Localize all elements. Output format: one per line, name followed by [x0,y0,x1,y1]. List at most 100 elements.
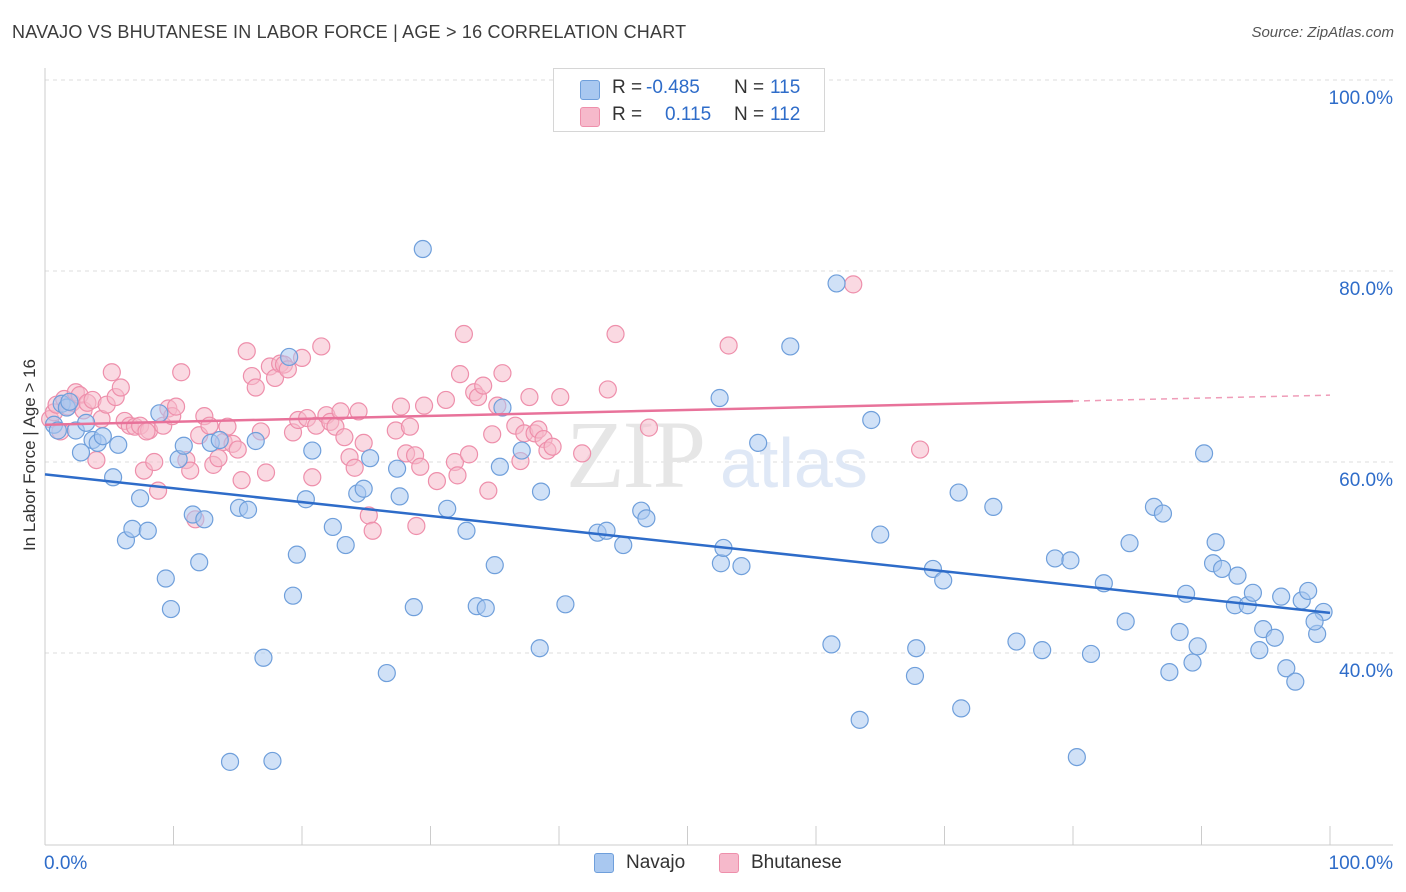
bhutanese-point [407,516,426,536]
navajo-point [377,663,396,683]
y-tick-label: 60.0% [1339,470,1393,491]
navajo-point [404,598,423,617]
navajo-point [280,347,299,367]
navajo-point [296,490,315,509]
navajo-point [530,639,549,658]
navajo-point [512,441,531,460]
bhutanese-r-value: 0.115 [665,104,712,125]
navajo-point [283,586,303,605]
bhutanese-point [598,380,617,399]
navajo-point [1160,662,1179,682]
bhutanese-n-label: N = [734,104,765,125]
tick-labels: 100.0% 80.0% 60.0% 40.0% 0.0% 100.0% [44,88,1393,874]
bhutanese-trend-line [44,399,1074,427]
chart-title: NAVAJO VS BHUTANESE IN LABOR FORCE | AGE… [12,22,687,42]
navajo-point [493,398,512,417]
bhutanese-point [427,472,447,491]
navajo-point [190,553,209,572]
navajo-point [161,599,181,619]
bhutanese-point [414,396,434,415]
axis-layer [44,68,1393,846]
navajo-point [827,274,846,293]
bhutanese-point [454,324,474,344]
navajo-point [1299,581,1318,601]
bhutanese-r-label: R = [612,104,643,125]
navajo-point [287,545,306,564]
bhutanese-point [232,471,251,490]
navajo-point [1286,672,1305,691]
bhutanese-points [41,275,930,540]
navajo-point [220,752,240,771]
navajo-point [710,388,729,408]
bhutanese-point [312,337,331,356]
x-tick-label-right: 100.0% [1329,853,1394,874]
navajo-point [1243,583,1263,602]
bhutanese-point [719,336,738,355]
bhutanese-point [448,466,467,485]
bhutanese-point [349,402,368,421]
y-tick-label: 100.0% [1329,88,1394,109]
legend-row-navajo: R = -0.485 N = 115 [554,75,824,101]
navajo-point [71,443,91,462]
stats-legend: R = -0.485 N = 115 R = 0.115 N = 112 [553,68,825,132]
navajo-point [413,239,432,259]
bhutanese-point [363,521,382,540]
navajo-point [254,648,273,667]
navajo-point [156,569,175,588]
bhutanese-point [459,445,479,464]
navajo-point [1188,637,1207,656]
navajo-point [490,457,509,476]
bhutanese-point [87,450,106,470]
navajo-point [1045,549,1065,568]
bhutanese-point [145,452,164,472]
navajo-swatch [580,80,600,100]
navajo-point [862,410,881,430]
bhutanese-point [483,425,502,444]
navajo-n-value: 115 [770,77,801,98]
bottom-legend-navajo-swatch [594,853,614,873]
bhutanese-point [910,440,930,459]
navajo-point [210,430,229,450]
navajo-r-label: R = [612,77,643,98]
navajo-point [749,433,768,452]
navajo-point [1272,587,1291,606]
bhutanese-point [218,417,237,436]
navajo-point [93,427,112,446]
navajo-point [336,535,355,555]
legend-row-bhutanese: R = 0.115 N = 112 [554,102,824,128]
navajo-point [109,435,128,454]
navajo-point [60,392,79,411]
navajo-point [1081,644,1101,664]
navajo-point [195,510,214,529]
navajo-point [361,449,380,468]
bhutanese-point [474,376,493,395]
navajo-point [1176,584,1196,603]
navajo-point [1061,551,1080,570]
bhutanese-point [335,428,354,447]
navajo-point [263,751,282,771]
bhutanese-point [102,363,121,382]
navajo-r-value: -0.485 [646,77,700,98]
navajo-point [1277,659,1296,678]
watermark: ZIP atlas [566,401,868,508]
y-tick-label: 40.0% [1339,661,1393,682]
bhutanese-point [172,363,191,382]
navajo-point [238,500,258,519]
navajo-point [952,699,971,718]
bhutanese-point [479,481,498,500]
bhutanese-point [303,468,322,487]
navajo-point [984,497,1003,516]
navajo-point [850,710,869,729]
bhutanese-point [228,440,247,459]
navajo-point [303,441,322,460]
navajo-point [1170,622,1189,642]
bhutanese-point [345,458,364,477]
navajo-point [1305,612,1324,631]
bhutanese-point [493,364,512,383]
bhutanese-point [606,324,625,344]
navajo-point [637,509,656,528]
bhutanese-point [137,422,156,441]
navajo-point [531,482,551,501]
chart-source: Source: ZipAtlas.com [1251,24,1394,41]
navajo-point [732,556,751,576]
